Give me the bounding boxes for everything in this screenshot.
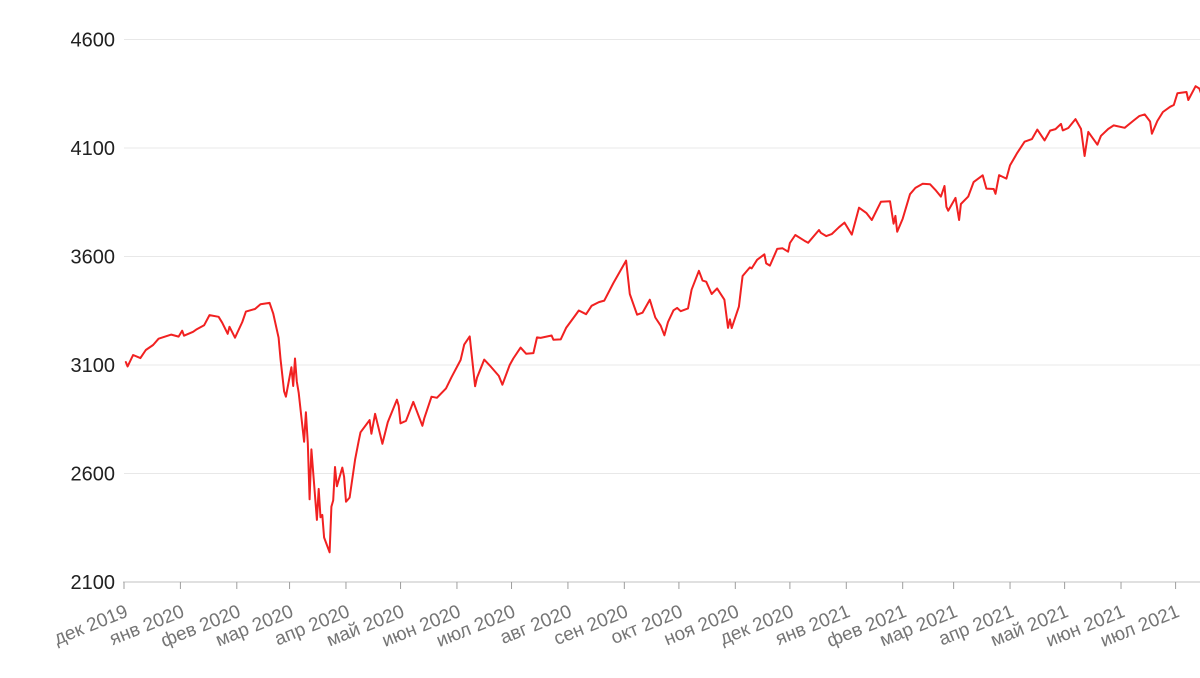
y-axis-tick-label: 4100 <box>71 138 116 160</box>
y-axis-tick-label: 4600 <box>71 30 116 52</box>
y-axis-tick-label: 2600 <box>71 464 116 486</box>
y-axis-tick-label: 2100 <box>71 572 116 594</box>
price-series-line <box>124 85 1200 554</box>
y-axis-tick-label: 3100 <box>71 355 116 377</box>
line-chart: 2100 2600 3100 3600 4100 4600 дек 2019 янв 2020… <box>40 16 1200 673</box>
y-axis-tick-label: 3600 <box>71 247 116 269</box>
